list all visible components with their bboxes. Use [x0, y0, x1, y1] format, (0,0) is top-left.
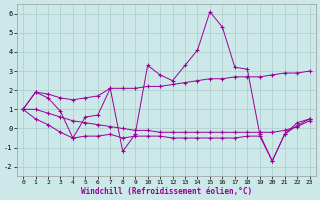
X-axis label: Windchill (Refroidissement éolien,°C): Windchill (Refroidissement éolien,°C): [81, 187, 252, 196]
